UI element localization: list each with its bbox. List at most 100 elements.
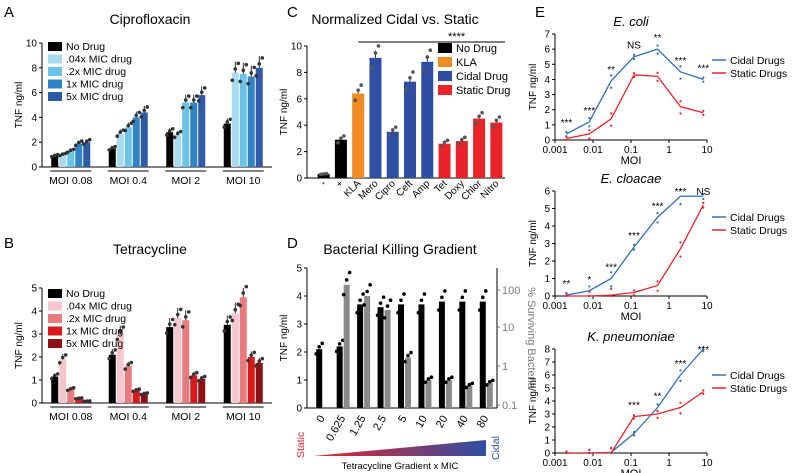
panel-a-point — [244, 62, 249, 67]
panel-c-legend-label: KLA — [456, 57, 477, 69]
panel-a-bar — [75, 143, 83, 167]
panel-e-1-significance-label: *** — [561, 118, 573, 129]
panel-d-point — [464, 385, 469, 390]
panel-e-2-y-tick-label: 3 — [544, 239, 550, 250]
panel-e-1-cidal-line — [566, 48, 704, 135]
panel-a-point — [191, 98, 196, 102]
panel-e-3-static-point — [702, 392, 705, 395]
panel-a-bar — [166, 132, 174, 167]
panel-a-bar — [255, 67, 263, 167]
panel-e-3-significance-label: *** — [628, 401, 640, 412]
panel-a-point — [131, 119, 136, 124]
panel-e-1-static-point — [632, 71, 636, 75]
panel-e-2-cidal-point — [702, 197, 705, 200]
panel-a-point — [84, 139, 89, 144]
panel-e-1-x-tick-label: 1 — [666, 145, 672, 156]
panel-b-bar — [255, 362, 263, 403]
panel-b-point — [79, 396, 84, 400]
panel-d-point — [422, 292, 427, 296]
panel-e-3-y-tick-label: 4 — [544, 397, 550, 408]
panel-c-point — [356, 88, 360, 92]
panel-a-point — [186, 94, 191, 98]
panel-d-point — [402, 292, 406, 296]
panel-e-3-x-tick-label: 0.1 — [624, 458, 638, 469]
panel-d-point — [450, 375, 454, 380]
panel-b-legend-label: .04x MIC drug — [66, 301, 132, 313]
panel-a-legend-label: 1x MIC drug — [66, 79, 123, 91]
panel-d-point — [365, 289, 369, 294]
panel-e-3-y-tick-label: 8 — [544, 345, 550, 356]
panel-e-2-x-tick-label: 0.001 — [542, 301, 567, 312]
panel-b-point — [145, 391, 150, 395]
panel-e-2-cidal-point — [679, 188, 682, 192]
panel-e-2-static-point — [588, 294, 591, 298]
panel-b-point — [225, 319, 230, 324]
panel-a-point — [172, 135, 177, 140]
panel-b-point — [137, 387, 142, 391]
panel-a-point — [233, 67, 238, 71]
panel-e-3-y-tick-label: 5 — [544, 384, 550, 395]
panel-a-x-tick-label: MOI 0.4 — [110, 175, 148, 187]
panel-b-bar — [75, 398, 83, 403]
panel-c-bar — [490, 122, 503, 178]
panel-e-3-y-label: TNF ng/ml — [528, 378, 539, 425]
panel-d-y-tick-label: 3 — [296, 320, 302, 331]
panel-e-1-cidal-point — [702, 80, 705, 83]
panel-a-bar — [67, 150, 75, 167]
panel-e-2-static-point — [679, 241, 682, 244]
panel-a-point — [230, 78, 235, 83]
panel-a-point — [123, 128, 128, 133]
panel-b-bar — [67, 389, 75, 403]
panel-c-significance-label: **** — [448, 31, 466, 43]
panel-b-point — [178, 307, 183, 312]
panel-d-y-tick-label: 0 — [296, 404, 302, 415]
panel-a-x-tick-label: MOI 0.08 — [49, 175, 92, 187]
panel-a-point — [196, 99, 201, 103]
panel-c-bar — [473, 118, 486, 178]
panel-e-3-cidal-point — [656, 403, 659, 406]
panel-e-3-static-point — [632, 417, 636, 420]
panel-e-3-static-point — [565, 450, 568, 453]
panel-a-point — [178, 129, 183, 134]
panel-d-surviving-bar — [425, 380, 432, 408]
panel-c-bar — [404, 81, 416, 178]
panel-b-bar — [223, 324, 231, 403]
panel-e-3-significance-label: *** — [675, 359, 687, 370]
panel-e-1-cidal-point — [679, 65, 682, 68]
panel-a-bar — [198, 95, 206, 167]
panel-c-legend-swatch — [438, 85, 452, 95]
panel-d-point — [320, 341, 325, 346]
panel-d-x-label: Tetracycline Gradient x MIC — [342, 461, 459, 472]
panel-b-legend-label: No Drug — [66, 288, 105, 300]
panel-d-point — [477, 308, 482, 312]
panel-d-cidal-label: Cidal — [490, 436, 502, 460]
panel-b-bar — [108, 354, 116, 403]
panel-d-x-tick-label: 10 — [414, 414, 431, 431]
panel-e-2-static-point — [702, 201, 705, 204]
panel-d-point — [396, 310, 400, 315]
panel-e-1-y-tick-label: 4 — [544, 75, 550, 86]
panel-e-1-significance-label: NS — [627, 41, 641, 52]
panel-a-legend-swatch — [48, 79, 62, 89]
panel-e-3-significance-label: *** — [697, 345, 709, 356]
panel-a-legend-label: .2x MIC drug — [66, 66, 126, 78]
panel-b-point — [55, 372, 60, 376]
panel-c-point — [480, 110, 484, 115]
panel-e-1-cidal-point — [679, 77, 682, 80]
panel-a-point — [260, 56, 265, 60]
panel-a-letter: A — [4, 4, 14, 21]
panel-e-2-x-tick-label: 1 — [666, 301, 672, 312]
panel-d-x-tick-label: 0 — [314, 414, 327, 425]
panel-b-legend-label: 5x MIC drug — [66, 338, 123, 350]
panel-e-2-cidal-point — [610, 271, 613, 274]
panel-b-point — [121, 325, 126, 329]
panel-a-bar — [174, 134, 182, 167]
panel-a-bar — [182, 102, 190, 167]
panel-e-2-cidal-point — [679, 203, 682, 206]
panel-d-surviving-bar — [384, 310, 391, 408]
panel-e-1-x-tick-label: 0.001 — [542, 145, 567, 156]
panel-c-point — [411, 70, 415, 74]
panel-a-point — [167, 129, 172, 133]
panel-e-1-y-tick-label: 3 — [544, 90, 550, 101]
panel-b-point — [183, 315, 188, 319]
